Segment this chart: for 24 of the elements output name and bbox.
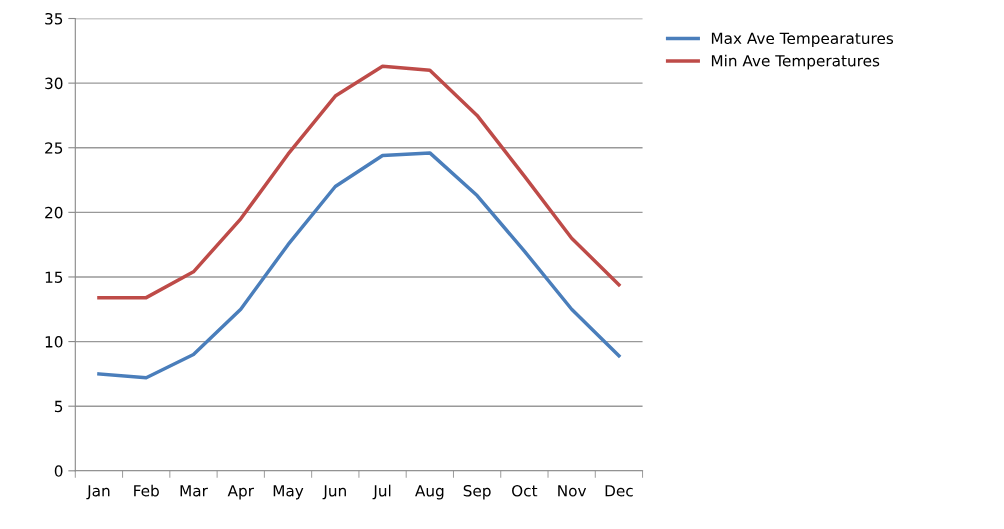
y-tick-label: 25	[45, 142, 63, 154]
x-tick-label: Jul	[372, 484, 391, 500]
x-tick-label: Jun	[322, 485, 346, 500]
line-series	[97, 64, 621, 300]
y-tick-label: 0	[54, 465, 63, 477]
legend-label: Max Ave Tempearatures	[711, 32, 894, 48]
x-tick-label: Oct	[512, 484, 538, 497]
y-tick-label: 30	[45, 77, 63, 90]
x-tick-label: Sep	[463, 484, 491, 500]
y-tick-label: 10	[45, 336, 63, 348]
x-tick-label: Feb	[134, 484, 159, 497]
y-tick-label: 20	[45, 206, 63, 219]
line-series	[97, 151, 621, 380]
y-tick-label: 5	[54, 400, 63, 413]
x-tick-label: May	[273, 485, 304, 500]
y-tick-label: 15	[45, 271, 63, 283]
x-tick-label: Apr	[227, 485, 254, 500]
x-tick-label: Dec	[605, 485, 633, 497]
x-tick-label: Mar	[180, 485, 208, 497]
x-tick-label: Aug	[415, 485, 444, 500]
legend-label: Min Ave Temperatures	[711, 54, 880, 70]
y-tick-label: 35	[45, 12, 63, 25]
x-tick-label: Jan	[86, 485, 110, 500]
x-tick-label: Nov	[558, 485, 587, 497]
